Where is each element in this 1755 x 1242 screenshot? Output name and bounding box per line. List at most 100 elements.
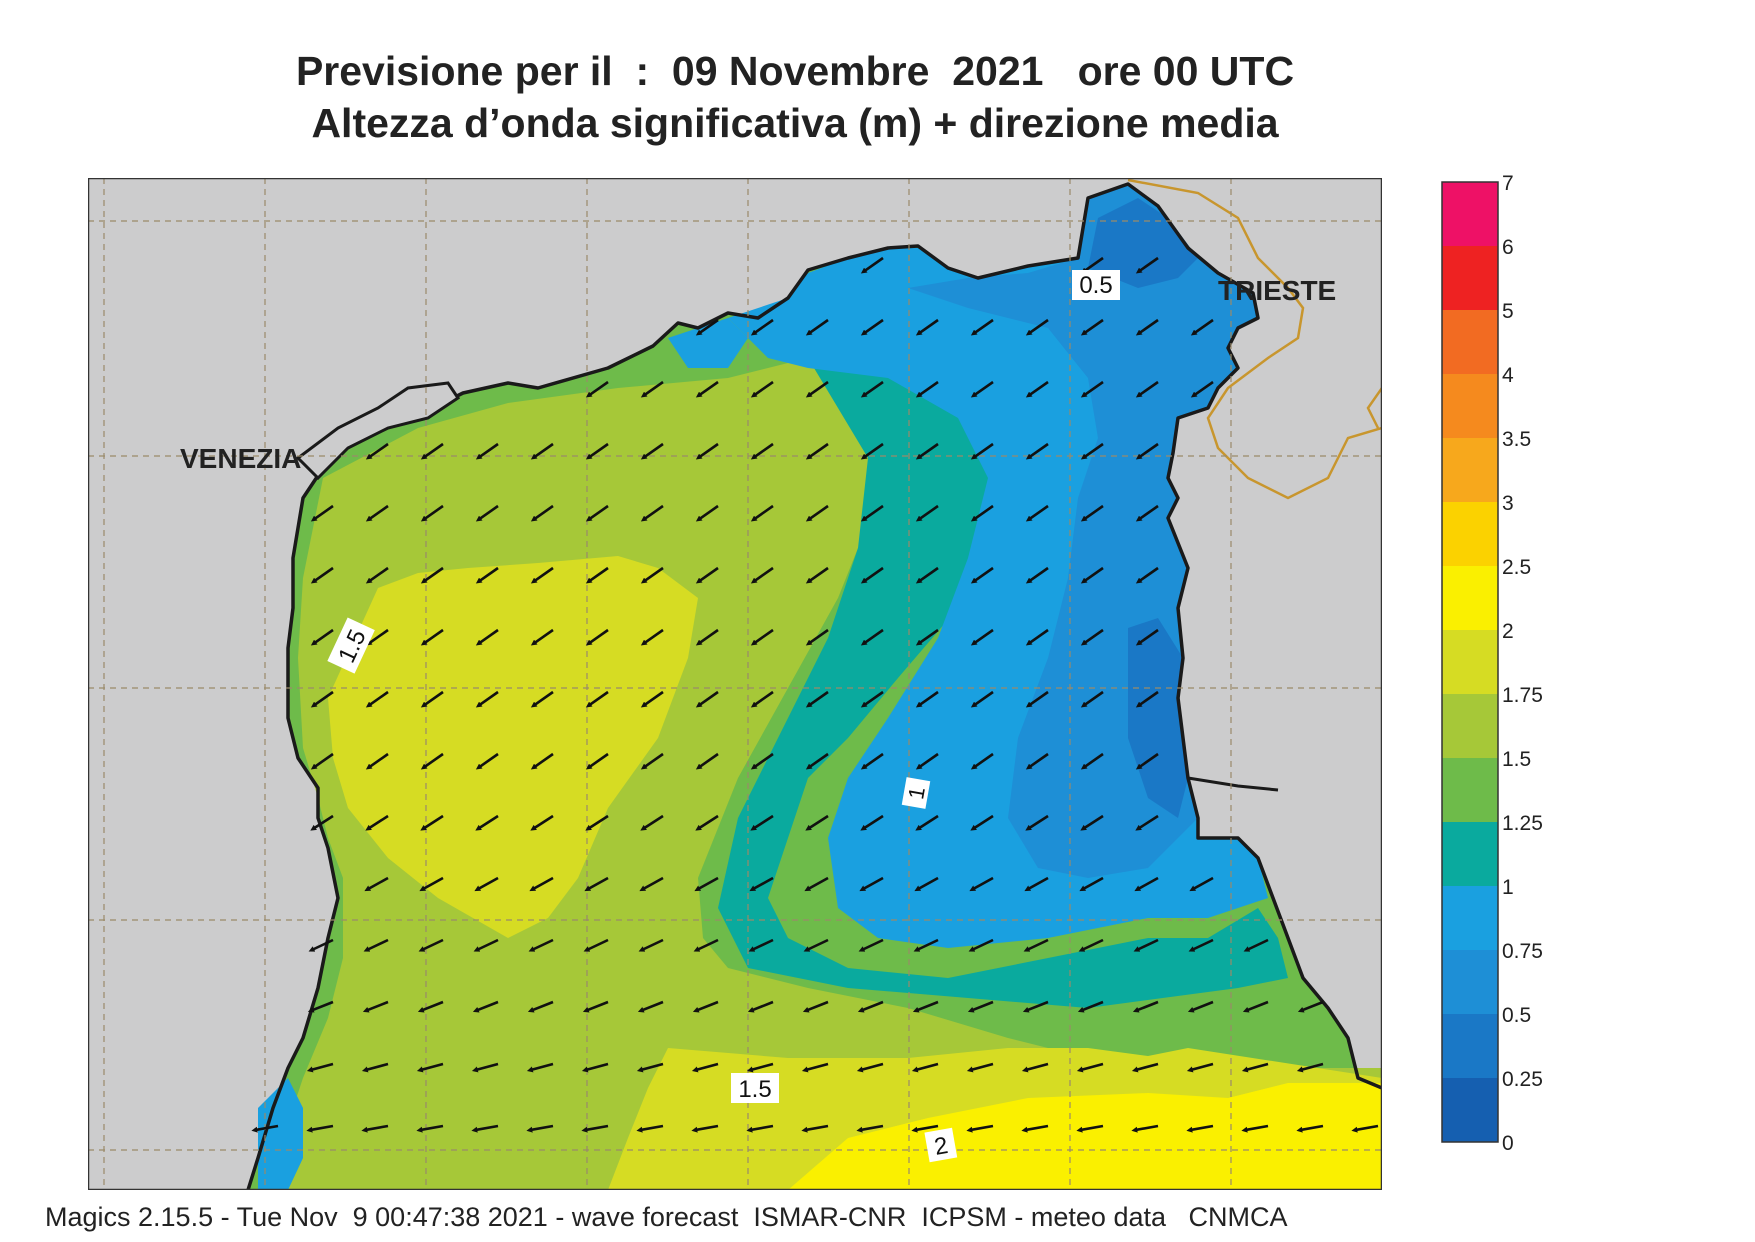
colorbar-tick-label: 0.5 [1502,1004,1531,1027]
wave-direction-arrow [530,628,554,646]
colorbar-tick-label: 1 [1502,876,1514,899]
wave-direction-arrow [308,938,334,952]
wave-direction-arrow [692,1000,719,1013]
wave-direction-arrow [750,380,774,398]
wave-direction-arrow [805,752,829,770]
wave-direction-arrow [417,1000,444,1013]
wave-direction-arrow [915,690,939,708]
wave-direction-arrow [805,690,829,708]
wave-direction-arrow [420,690,444,708]
wave-direction-arrow [251,1124,279,1133]
wave-direction-arrow [750,628,774,646]
wave-direction-arrow [639,876,664,892]
wave-direction-arrow [914,876,939,892]
wave-direction-arrow [911,1124,939,1133]
colorbar-swatch [1442,822,1498,887]
wave-direction-arrow [1025,752,1049,770]
wave-direction-arrow [750,814,774,831]
band-0-75-west [258,1078,303,1190]
wave-direction-arrow [1080,690,1104,708]
contour-label-1: 1 [901,777,931,809]
wave-direction-arrow [1186,1062,1214,1073]
wave-direction-arrow [640,380,664,398]
wave-direction-arrow [585,504,609,522]
colorbar-tick-label: 7 [1502,172,1514,195]
wave-direction-arrow [858,938,884,952]
wave-direction-arrow [695,566,719,584]
wave-direction-arrow [970,318,994,336]
wave-direction-arrow [1080,442,1104,460]
wave-direction-arrow [1076,1124,1104,1133]
wave-direction-arrow [1351,1124,1379,1133]
wave-direction-arrow [970,690,994,708]
city-label-venezia: VENEZIA [180,443,301,474]
wave-direction-arrow [912,1000,939,1013]
wave-direction-arrow [970,814,994,831]
wave-direction-arrow [1132,1000,1159,1013]
wave-direction-arrow [1188,938,1214,952]
wave-direction-arrow [1135,752,1159,770]
wave-direction-arrow [420,628,444,646]
wave-direction-arrow [585,380,609,398]
wave-direction-arrow [1077,1000,1104,1013]
city-label-trieste: TRIESTE [1218,275,1336,306]
colorbar-tick-label: 1.5 [1502,748,1531,771]
wave-direction-arrow [1241,1124,1269,1133]
wave-direction-arrow [420,504,444,522]
wave-direction-arrow [1080,566,1104,584]
wave-direction-arrow [970,752,994,770]
wave-direction-arrow [585,814,609,831]
wave-direction-arrow [1080,380,1104,398]
wave-direction-arrow [805,318,829,336]
contour-label-2: 2 [924,1127,958,1163]
wave-direction-arrow [748,938,774,952]
wave-direction-arrow [1025,442,1049,460]
wave-direction-arrow [913,938,939,952]
wave-direction-arrow [475,504,499,522]
wave-direction-arrow [310,628,334,646]
wave-direction-arrow [859,876,884,892]
band-2 [788,1083,1382,1190]
wave-direction-arrow [1080,504,1104,522]
wave-direction-arrow [1080,752,1104,770]
wave-direction-arrow [915,442,939,460]
wave-direction-arrow [1024,876,1049,892]
wave-direction-arrow [585,752,609,770]
wave-direction-arrow [1021,1062,1049,1073]
wave-direction-arrow [969,876,994,892]
wave-direction-arrow [1135,504,1159,522]
colorbar-swatch [1442,1078,1498,1143]
wave-direction-arrow [636,1124,664,1133]
wave-direction-arrow [856,1062,884,1073]
wave-direction-arrow [471,1062,499,1073]
wave-direction-arrow [475,442,499,460]
colorbar-tick-label: 5 [1502,300,1514,323]
colorbar-tick-label: 3 [1502,492,1514,515]
wave-direction-arrow [860,504,884,522]
wave-direction-arrow [636,1062,664,1073]
wave-direction-arrow [1135,380,1159,398]
wave-direction-arrow [530,814,554,831]
wave-direction-arrow [1025,814,1049,831]
wave-direction-arrow [529,876,554,892]
wave-direction-arrow [856,1124,884,1133]
wave-direction-arrow [747,1000,774,1013]
wave-direction-arrow [693,938,719,952]
wave-direction-arrow [1297,1000,1324,1013]
colorbar-frame [1441,181,1499,1143]
wave-direction-arrow [581,1062,609,1073]
wave-direction-arrow [1025,628,1049,646]
forecast-title: Previsione per il : 09 Novembre 2021 ore… [295,48,1295,94]
colorbar-tick-label: 2 [1502,620,1514,643]
wave-direction-arrow [420,814,444,831]
wave-direction-arrow [805,504,829,522]
band-0-25-east [1128,618,1188,818]
border-line-east [1366,387,1382,429]
wave-direction-arrow [695,442,719,460]
wave-direction-arrow [363,938,389,952]
wave-direction-arrow [361,1124,389,1133]
wave-direction-arrow [475,690,499,708]
wave-direction-arrow [805,442,829,460]
wave-direction-arrow [1135,628,1159,646]
wave-direction-arrow [640,690,664,708]
